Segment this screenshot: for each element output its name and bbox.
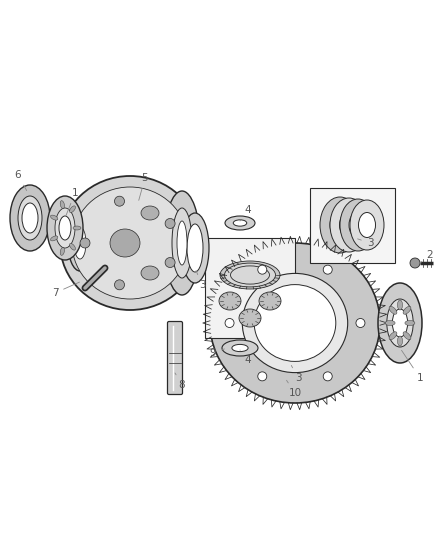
Circle shape (114, 196, 124, 206)
Text: 4: 4 (240, 350, 251, 365)
Text: 5: 5 (139, 173, 148, 200)
Ellipse shape (177, 221, 187, 265)
FancyBboxPatch shape (167, 321, 183, 394)
Circle shape (258, 372, 267, 381)
Circle shape (225, 319, 234, 327)
Ellipse shape (232, 344, 248, 352)
Ellipse shape (339, 212, 358, 238)
Ellipse shape (68, 215, 92, 271)
Ellipse shape (389, 306, 397, 314)
Ellipse shape (403, 306, 411, 314)
Ellipse shape (220, 261, 280, 289)
Ellipse shape (60, 247, 64, 255)
Ellipse shape (225, 216, 255, 230)
Ellipse shape (389, 332, 397, 340)
Ellipse shape (47, 196, 83, 260)
Ellipse shape (22, 203, 38, 233)
Text: 7: 7 (52, 282, 79, 298)
Circle shape (323, 265, 332, 274)
Text: 9: 9 (210, 348, 224, 358)
Ellipse shape (398, 300, 403, 310)
Text: 3: 3 (291, 366, 301, 383)
Circle shape (258, 265, 267, 274)
Ellipse shape (72, 187, 188, 299)
Ellipse shape (392, 309, 408, 337)
Bar (205, 238, 295, 338)
Ellipse shape (349, 212, 367, 238)
Ellipse shape (225, 263, 276, 287)
Ellipse shape (70, 244, 75, 250)
Ellipse shape (230, 266, 269, 284)
Ellipse shape (55, 208, 75, 248)
Ellipse shape (350, 200, 384, 250)
Ellipse shape (239, 309, 261, 327)
Circle shape (410, 258, 420, 268)
Ellipse shape (141, 206, 159, 220)
Ellipse shape (259, 292, 281, 310)
Text: 1: 1 (402, 350, 423, 383)
Circle shape (323, 372, 332, 381)
Ellipse shape (330, 211, 350, 239)
Ellipse shape (73, 226, 81, 230)
Circle shape (356, 319, 365, 327)
Ellipse shape (219, 292, 241, 310)
Ellipse shape (172, 208, 192, 278)
Ellipse shape (210, 243, 380, 403)
Ellipse shape (405, 320, 415, 326)
Text: 1: 1 (66, 188, 78, 215)
Ellipse shape (222, 340, 258, 356)
Ellipse shape (320, 197, 360, 253)
Text: 4: 4 (240, 205, 251, 221)
Ellipse shape (242, 273, 348, 373)
Ellipse shape (141, 266, 159, 280)
Ellipse shape (59, 216, 71, 240)
Circle shape (80, 238, 90, 248)
Ellipse shape (398, 336, 403, 346)
Ellipse shape (187, 224, 203, 272)
Circle shape (165, 257, 175, 268)
Ellipse shape (385, 320, 395, 326)
Text: 2: 2 (420, 250, 433, 263)
Ellipse shape (110, 229, 140, 257)
Ellipse shape (50, 236, 58, 241)
Text: 6: 6 (15, 170, 27, 191)
Circle shape (165, 219, 175, 229)
Ellipse shape (233, 220, 247, 226)
Ellipse shape (70, 206, 75, 213)
Text: 3: 3 (196, 271, 205, 290)
Ellipse shape (18, 196, 42, 240)
Circle shape (114, 280, 124, 290)
Ellipse shape (74, 227, 86, 259)
Ellipse shape (254, 285, 336, 361)
Ellipse shape (164, 191, 200, 295)
Bar (310, 188, 395, 263)
Text: 3: 3 (358, 238, 373, 248)
Ellipse shape (330, 198, 368, 252)
Text: 10: 10 (286, 381, 301, 398)
Text: 8: 8 (175, 373, 185, 390)
Ellipse shape (387, 299, 413, 347)
Ellipse shape (358, 213, 375, 238)
Ellipse shape (10, 185, 50, 251)
Ellipse shape (378, 283, 422, 363)
Ellipse shape (60, 176, 200, 310)
Ellipse shape (340, 199, 376, 251)
Ellipse shape (60, 201, 64, 208)
Ellipse shape (50, 215, 58, 220)
Ellipse shape (181, 213, 209, 283)
Ellipse shape (403, 332, 411, 340)
